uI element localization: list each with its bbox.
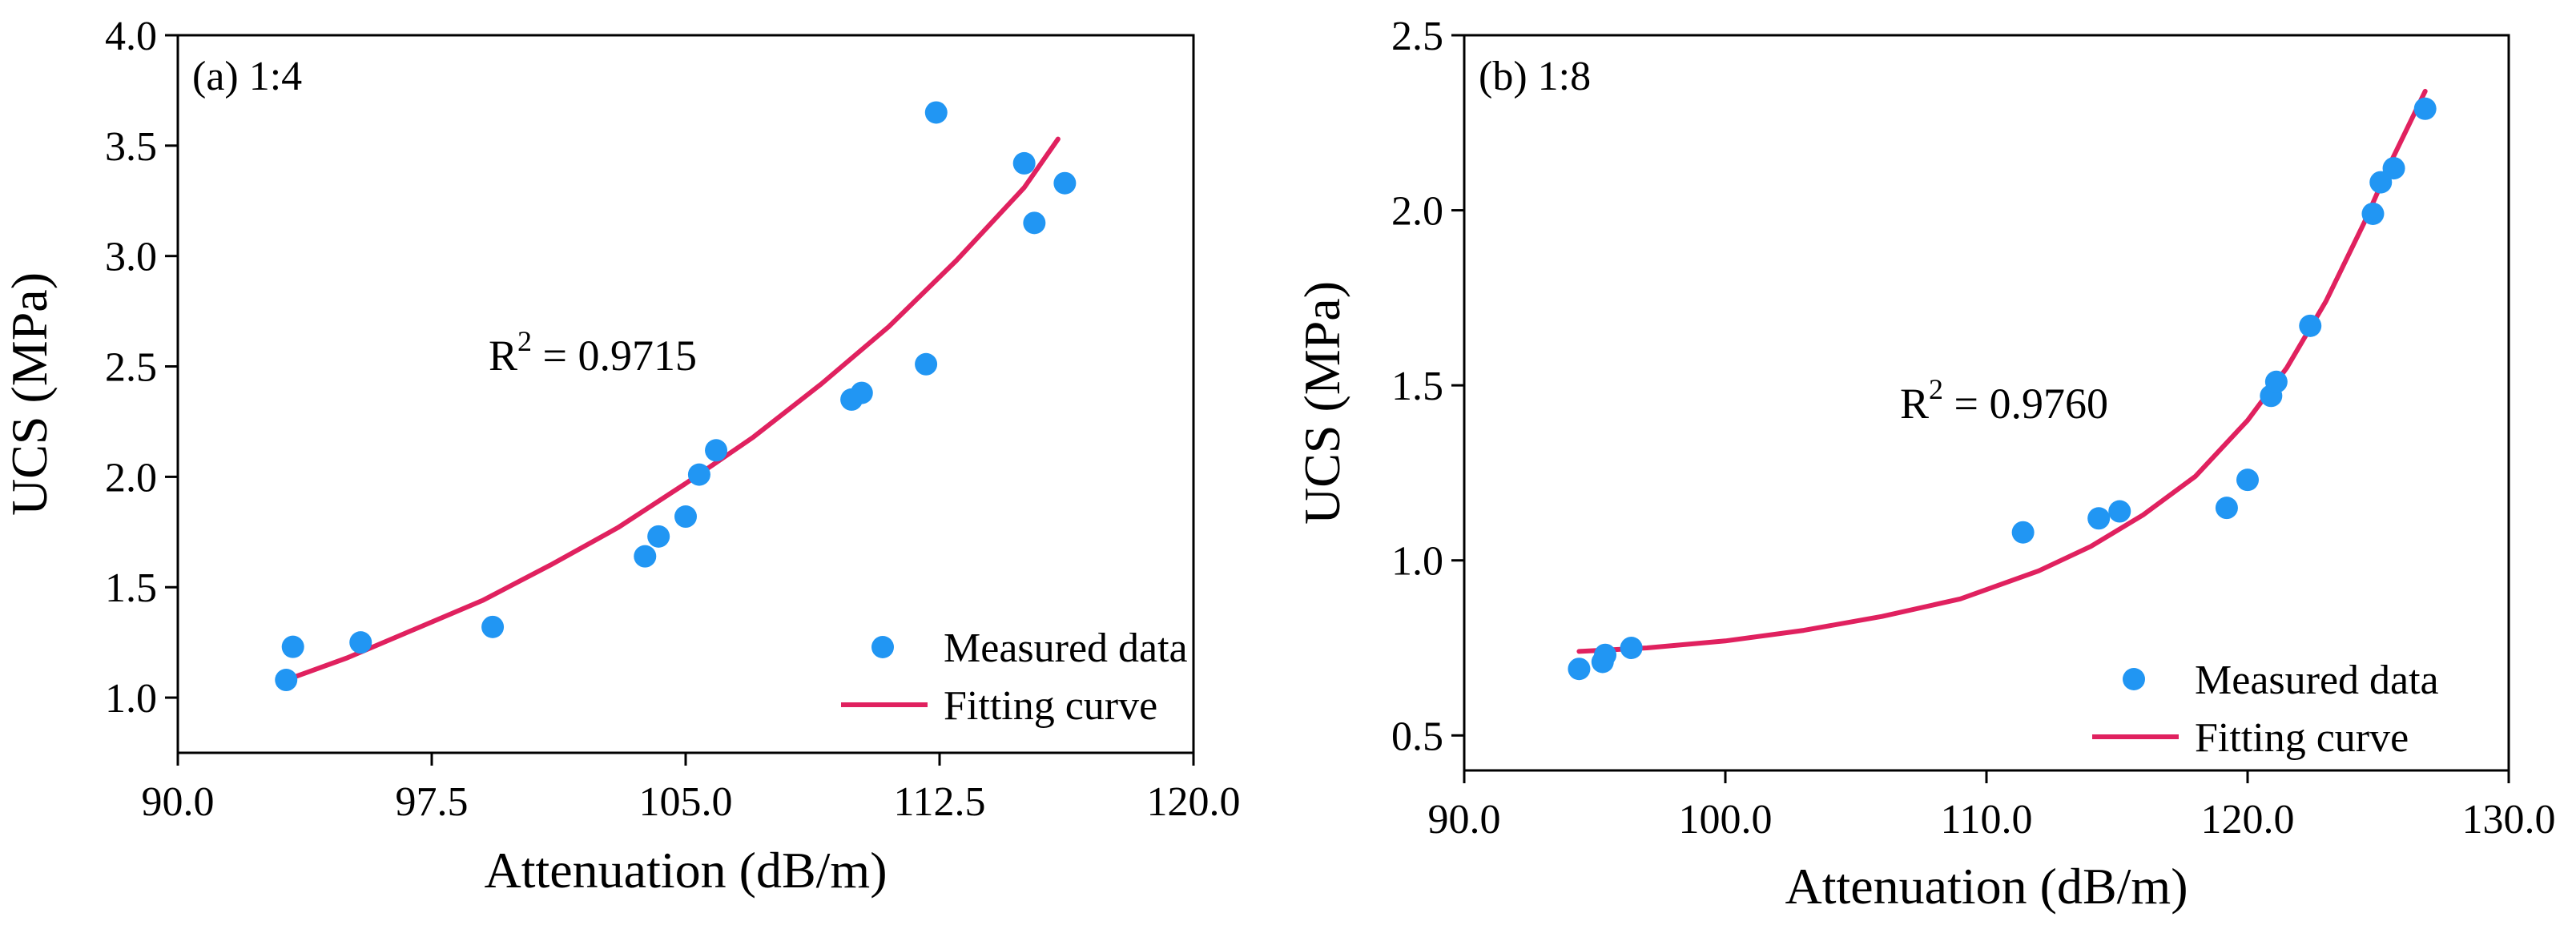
chart-a-y-tick-label: 4.0: [105, 14, 157, 59]
chart-a-x-axis-title: Attenuation (dB/m): [484, 842, 887, 899]
chart-a-panel-label: (a) 1:4: [192, 54, 302, 99]
chart-b-panel-label: (b) 1:8: [1479, 54, 1591, 99]
chart-a-y-axis-title: UCS (MPa): [1, 272, 58, 516]
chart-b-data-point: [2215, 497, 2238, 520]
chart-b-legend-marker-points: [2123, 668, 2145, 690]
chart-a-legend-marker-points: [871, 636, 894, 658]
chart-b-y-axis-title: UCS (MPa): [1294, 281, 1350, 525]
chart-b-legend-label-curve: Fitting curve: [2195, 715, 2409, 761]
chart-b-r2-annotation: R2 = 0.9760: [1900, 373, 2108, 428]
chart-b-y-tick-label: 2.5: [1391, 14, 1443, 59]
chart-b-fitting-curve: [1576, 88, 2428, 654]
chart-a-y-tick-label: 3.5: [105, 124, 157, 170]
chart-a-y-tick-label: 1.5: [105, 565, 157, 611]
chart-a-data-point: [281, 635, 304, 658]
chart-b-legend-label-points: Measured data: [2195, 658, 2439, 703]
chart-b-data-point: [1568, 658, 1591, 681]
chart-a-data-point: [1053, 171, 1077, 195]
chart-b-y-tick-label: 2.0: [1391, 189, 1443, 235]
chart-a-data-point: [481, 615, 505, 638]
chart-a-data-point: [924, 101, 948, 124]
chart-b-data-point: [2299, 314, 2322, 337]
chart-a-data-point: [275, 669, 298, 692]
chart-a-data-point: [647, 525, 670, 548]
chart-b-x-axis-title: Attenuation (dB/m): [1785, 858, 2188, 915]
chart-b-data-point: [2382, 157, 2405, 180]
chart-a-x-tick-label: 112.5: [893, 779, 985, 825]
chart-a-data-point: [915, 352, 938, 376]
chart-b-y-tick-label: 0.5: [1391, 714, 1443, 759]
chart-b-x-tick-label: 130.0: [2462, 797, 2556, 843]
chart-a-data-point: [674, 505, 697, 529]
chart-b: 90.0 100.0 110.0 120.0 130.0 0.5 1.0 1.5 2.0 2.5 A…: [1294, 14, 2556, 915]
chart-a-fitting-curve: [284, 136, 1061, 682]
chart-b-legend: Measured data Fitting curve: [2092, 658, 2439, 761]
chart-b-data-point: [2369, 171, 2393, 194]
chart-b-data-point: [1594, 643, 1617, 666]
chart-b-x-tick-label: 100.0: [1679, 797, 1773, 843]
chart-a-data-point: [1012, 151, 1036, 175]
chart-b-data-point: [2236, 469, 2259, 492]
chart-a-legend-label-points: Measured data: [944, 625, 1188, 671]
chart-a-y-tick-label: 2.0: [105, 455, 157, 501]
chart-a-legend-label-curve: Fitting curve: [944, 683, 1157, 729]
chart-b-data-point: [2264, 370, 2288, 393]
chart-a-y-tick-label: 2.5: [105, 345, 157, 391]
chart-a-r2-annotation: R2 = 0.9715: [489, 325, 697, 380]
chart-b-data-point: [2413, 97, 2437, 120]
chart-a-y-tick-label: 3.0: [105, 235, 157, 280]
chart-b-data-point: [2087, 507, 2111, 530]
chart-a-data-point: [705, 439, 728, 462]
chart-a-x-tick-label: 97.5: [396, 779, 469, 825]
chart-b-data-point: [2361, 202, 2385, 225]
chart-b-x-tick-label: 110.0: [1940, 797, 2032, 843]
chart-b-x-tick-label: 90.0: [1428, 797, 1501, 843]
chart-b-x-tick-label: 120.0: [2201, 797, 2295, 843]
chart-a-x-tick-label: 120.0: [1147, 779, 1241, 825]
chart-b-data-point: [2011, 521, 2035, 544]
chart-a-data-point: [634, 545, 657, 568]
chart-a-data-point: [687, 463, 710, 486]
chart-a-x-tick-label: 90.0: [142, 779, 215, 825]
chart-a-data-point: [1023, 211, 1046, 235]
chart-b-y-tick-label: 1.5: [1391, 364, 1443, 409]
chart-a-legend: Measured data Fitting curve: [841, 625, 1188, 729]
chart-b-data-point: [2108, 500, 2131, 523]
chart-a: 90.0 97.5 105.0 112.5 120.0 1.0 1.5 2.0 2.5 3.0 3.…: [1, 14, 1241, 899]
chart-b-y-tick-label: 1.0: [1391, 539, 1443, 585]
chart-b-data-point: [1620, 637, 1643, 659]
chart-a-y-tick-label: 1.0: [105, 676, 157, 722]
chart-a-x-tick-label: 105.0: [639, 779, 733, 825]
chart-a-data-point: [850, 381, 873, 404]
chart-a-data-point: [349, 631, 372, 654]
